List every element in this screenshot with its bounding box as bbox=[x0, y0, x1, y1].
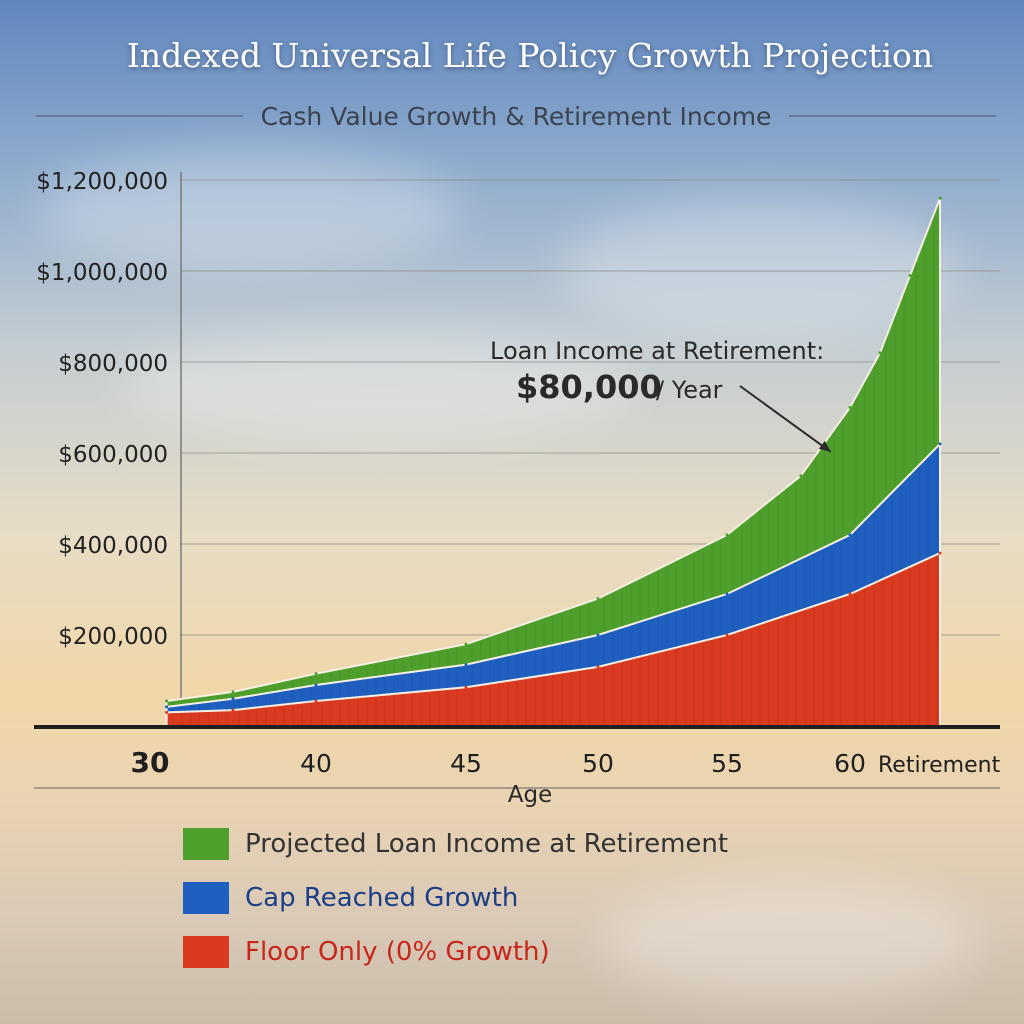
data-point bbox=[464, 642, 468, 646]
legend-item-loan-income: Projected Loan Income at Retirement bbox=[183, 826, 728, 862]
data-point bbox=[596, 597, 600, 601]
legend-label: Cap Reached Growth bbox=[245, 883, 519, 913]
data-point bbox=[725, 633, 729, 637]
x-axis-title: Age bbox=[508, 782, 552, 808]
data-point bbox=[464, 685, 468, 689]
subtitle-rule-right bbox=[789, 115, 997, 117]
legend-item-floor-only: Floor Only (0% Growth) bbox=[183, 934, 728, 970]
data-point bbox=[908, 274, 912, 278]
y-tick-label: $600,000 bbox=[58, 442, 168, 468]
data-point bbox=[314, 683, 318, 687]
data-point bbox=[725, 592, 729, 596]
data-point bbox=[596, 633, 600, 637]
x-end-label: Retirement bbox=[878, 753, 1001, 778]
y-tick-label: $1,000,000 bbox=[36, 260, 168, 286]
data-point bbox=[938, 551, 942, 555]
legend-swatch-red bbox=[183, 936, 229, 968]
chart-subtitle: Cash Value Growth & Retirement Income bbox=[260, 101, 772, 131]
legend-item-cap-reached: Cap Reached Growth bbox=[183, 880, 728, 916]
cloud-decoration bbox=[120, 330, 640, 440]
data-point bbox=[725, 533, 729, 537]
data-point bbox=[848, 592, 852, 596]
y-tick-label: $400,000 bbox=[58, 533, 168, 559]
x-tick-label: 50 bbox=[582, 749, 614, 778]
legend-label: Projected Loan Income at Retirement bbox=[245, 829, 729, 859]
x-tick-label: 55 bbox=[711, 749, 743, 778]
annotation-arrow-head bbox=[818, 440, 831, 452]
legend-label: Floor Only (0% Growth) bbox=[245, 937, 550, 967]
annotation-arrow-line bbox=[739, 385, 832, 453]
subtitle-rule-left bbox=[36, 115, 243, 117]
cloud-decoration bbox=[600, 880, 980, 1000]
data-point bbox=[231, 708, 235, 712]
subtitle-row: Cash Value Growth & Retirement Income bbox=[36, 98, 997, 134]
annotation-label: Loan Income at Retirement: bbox=[490, 337, 824, 365]
data-point bbox=[799, 474, 803, 478]
data-point bbox=[848, 406, 852, 409]
legend-swatch-green bbox=[183, 828, 229, 860]
x-tick-label: 30 bbox=[131, 746, 170, 779]
data-point bbox=[165, 705, 169, 709]
data-point bbox=[938, 196, 942, 200]
x-tick-label: 45 bbox=[450, 749, 482, 778]
data-point bbox=[848, 533, 852, 537]
chart-title: Indexed Universal Life Policy Growth Pro… bbox=[126, 36, 934, 75]
annotation-amount: $80,000 bbox=[516, 368, 662, 406]
data-point bbox=[231, 697, 235, 701]
annotation-unit: / Year bbox=[656, 376, 723, 404]
legend-swatch-blue bbox=[183, 882, 229, 914]
data-point bbox=[165, 699, 169, 703]
data-point bbox=[314, 672, 318, 676]
x-tick-label: 60 bbox=[834, 749, 866, 778]
data-point bbox=[878, 351, 882, 355]
y-tick-label: $800,000 bbox=[58, 351, 168, 377]
data-point bbox=[231, 690, 235, 694]
data-point bbox=[165, 710, 169, 714]
data-point bbox=[464, 663, 468, 667]
y-tick-label: $1,200,000 bbox=[36, 169, 168, 195]
y-tick-label: $200,000 bbox=[58, 624, 168, 650]
data-point bbox=[314, 699, 318, 703]
x-tick-label: 40 bbox=[300, 749, 332, 778]
legend: Projected Loan Income at Retirement Cap … bbox=[183, 826, 728, 988]
data-point bbox=[596, 665, 600, 669]
data-point bbox=[938, 442, 942, 446]
cloud-decoration bbox=[40, 150, 460, 270]
